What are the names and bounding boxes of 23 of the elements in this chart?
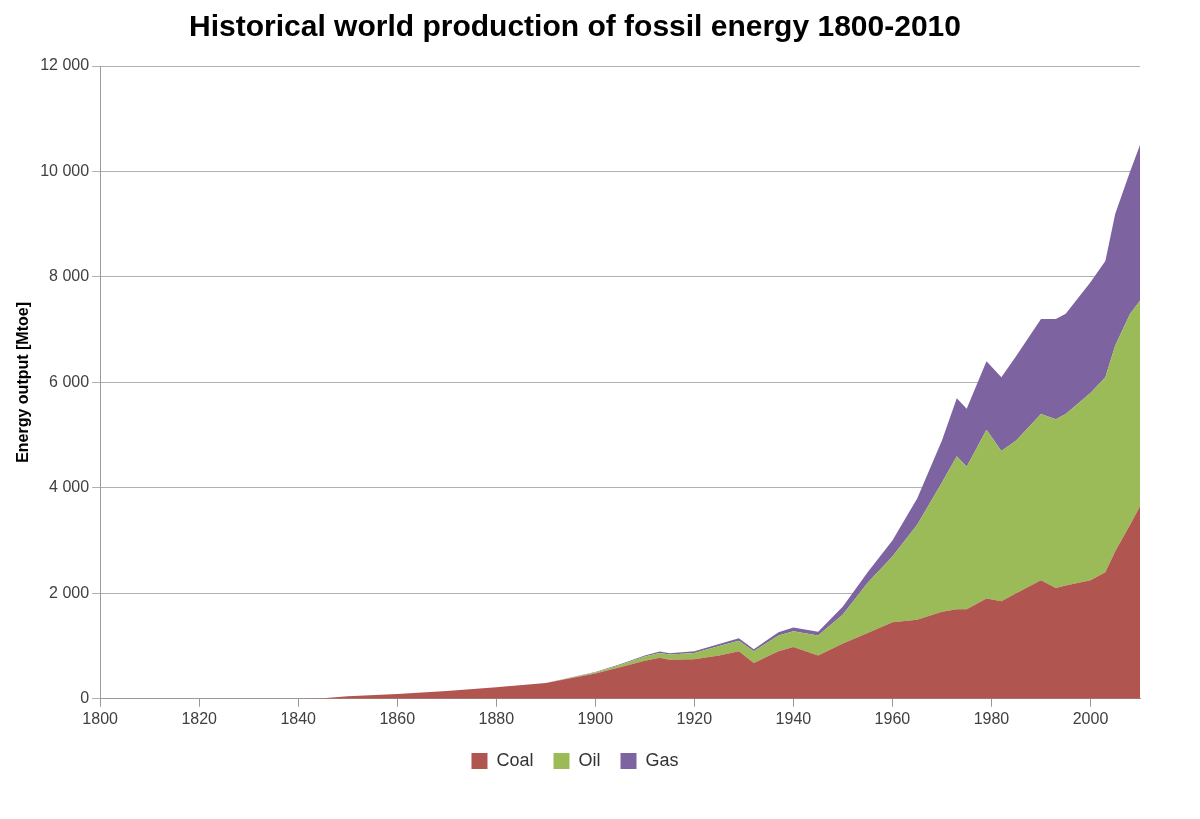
x-tick-label: 1820 <box>181 709 218 727</box>
y-tick-label: 0 <box>80 689 90 707</box>
x-tick-label: 2000 <box>1072 709 1109 727</box>
x-tick-label: 1980 <box>973 709 1010 727</box>
y-tick-label: 6 000 <box>49 372 90 390</box>
y-tick-label: 8 000 <box>49 267 90 285</box>
x-tick-label: 1960 <box>874 709 911 727</box>
x-tick-label: 1840 <box>280 709 317 727</box>
legend-label: Gas <box>645 749 679 770</box>
legend-label: Oil <box>578 749 601 770</box>
x-tick-label: 1900 <box>577 709 614 727</box>
x-tick-label: 1860 <box>379 709 416 727</box>
y-tick-label: 2 000 <box>49 583 90 601</box>
y-tick-label: 10 000 <box>40 161 90 179</box>
legend-label: Coal <box>496 749 534 770</box>
x-tick-label: 1800 <box>82 709 119 727</box>
chart-title: Historical world production of fossil energy 1800-2010 <box>189 9 961 43</box>
y-tick-label: 4 000 <box>49 478 90 496</box>
x-tick-label: 1880 <box>478 709 515 727</box>
y-tick-label: 12 000 <box>40 56 90 74</box>
x-tick-label: 1940 <box>775 709 812 727</box>
x-tick-label: 1920 <box>676 709 713 727</box>
y-axis-title: Energy output [Mtoe] <box>14 301 32 463</box>
